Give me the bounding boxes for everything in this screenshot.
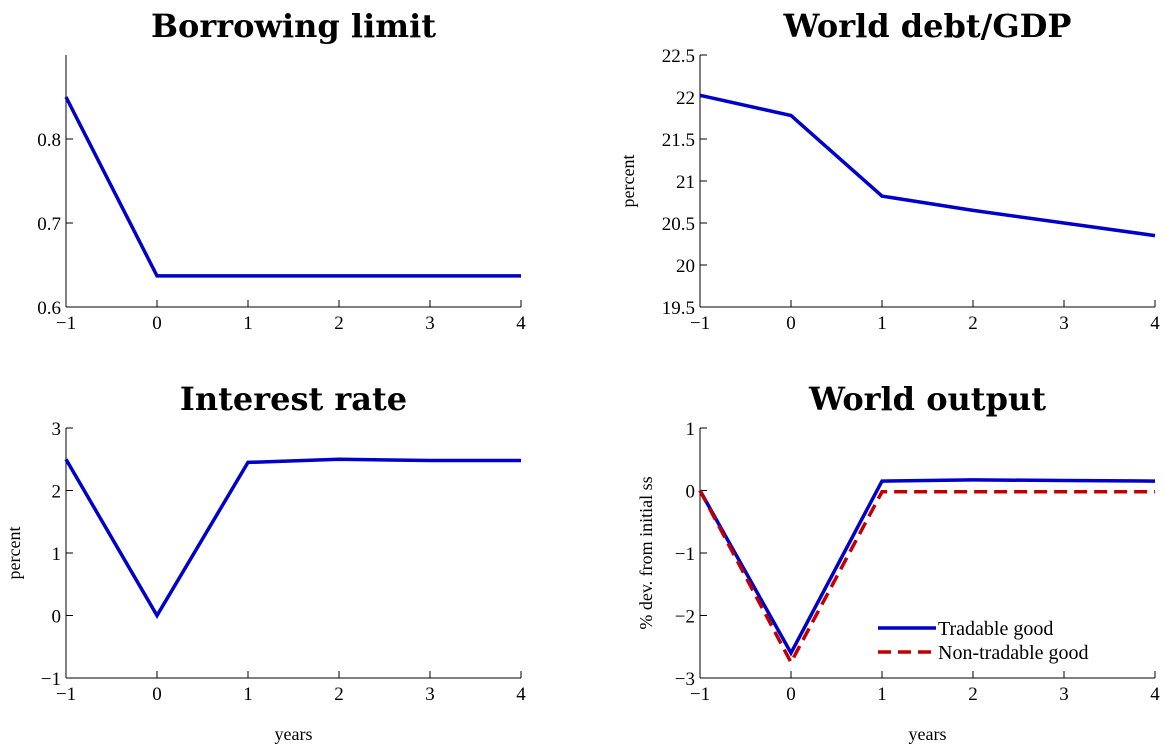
x-tick-label: 2 — [968, 684, 978, 705]
y-tick-label: 0.6 — [37, 298, 61, 319]
x-tick-label: −1 — [56, 684, 76, 705]
series-line-1 — [64, 96, 521, 278]
x-tick-label: −1 — [690, 684, 710, 705]
y-tick-label: 1 — [52, 544, 62, 565]
legend-label: Tradable good — [938, 618, 1053, 640]
x-tick-label: 4 — [516, 313, 526, 334]
x-tick-label: 3 — [1059, 684, 1069, 705]
x-tick-label: 1 — [243, 313, 253, 334]
x-tick-label: 4 — [1150, 684, 1160, 705]
x-tick-label: 4 — [1150, 313, 1160, 334]
y-tick-label: 0 — [686, 482, 696, 503]
y-tick-label: −2 — [675, 607, 695, 628]
x-tick-label: 3 — [1059, 313, 1069, 334]
x-tick-label: 1 — [243, 684, 253, 705]
x-tick-label: 1 — [877, 313, 887, 334]
legend-label: Non-tradable good — [938, 642, 1089, 664]
x-tick-label: 2 — [334, 684, 344, 705]
series-line-2 — [699, 93, 1156, 238]
y-tick-label: 1 — [686, 419, 696, 440]
x-tick-label: −1 — [56, 313, 76, 334]
series-line-tradable-good — [698, 478, 1156, 657]
y-tick-label: 22.5 — [662, 46, 695, 67]
panel-3-title: Interest rate — [180, 380, 407, 418]
y-tick-label: 21 — [676, 172, 695, 193]
y-tick-label: 0.8 — [37, 130, 61, 151]
x-tick-label: 0 — [786, 684, 796, 705]
y-tick-label: 21.5 — [662, 130, 695, 151]
x-tick-label: 3 — [425, 313, 435, 334]
panel-4-y-axis-label: % dev. from initial ss — [636, 476, 656, 629]
y-tick-label: 22 — [676, 88, 695, 109]
panel-4-title: World output — [808, 380, 1046, 418]
panel-3-x-axis-label: years — [275, 724, 313, 744]
x-tick-label: 0 — [152, 313, 162, 334]
x-tick-label: 0 — [152, 684, 162, 705]
panel-1-title: Borrowing limit — [151, 7, 436, 45]
y-tick-label: 0.7 — [37, 214, 61, 235]
y-tick-label: 19.5 — [662, 298, 695, 319]
series-line-non-tradable-good — [698, 489, 1155, 667]
x-tick-label: 3 — [425, 684, 435, 705]
series-line-3 — [64, 457, 521, 619]
x-tick-label: 4 — [516, 684, 526, 705]
y-tick-label: 3 — [52, 419, 62, 440]
x-tick-label: 2 — [968, 313, 978, 334]
panel-4-x-axis-label: years — [909, 724, 947, 744]
panel-3-y-axis-label: percent — [4, 527, 24, 580]
y-tick-label: 0 — [52, 607, 62, 628]
x-tick-label: −1 — [690, 313, 710, 334]
panel-2-title: World debt/GDP — [783, 7, 1072, 45]
y-tick-label: −1 — [41, 669, 61, 690]
x-tick-label: 2 — [334, 313, 344, 334]
y-tick-label: −3 — [675, 669, 695, 690]
y-tick-label: −1 — [675, 544, 695, 565]
y-tick-label: 20.5 — [662, 214, 695, 235]
y-tick-label: 2 — [52, 482, 62, 503]
x-tick-label: 0 — [786, 313, 796, 334]
y-tick-label: 20 — [676, 256, 695, 277]
x-tick-label: 1 — [877, 684, 887, 705]
panel-2-y-axis-label: percent — [618, 155, 638, 208]
